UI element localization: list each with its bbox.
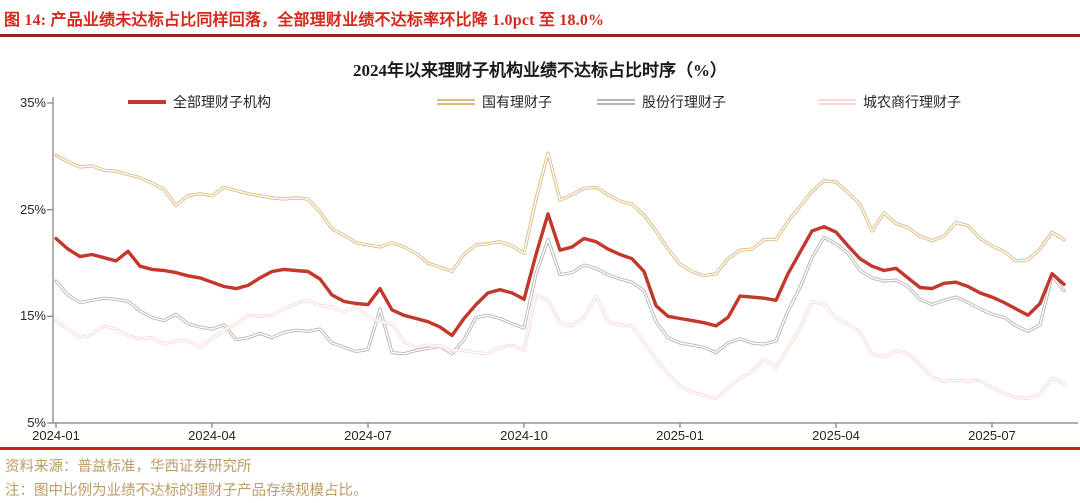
- legend-label: 国有理财子: [482, 96, 552, 111]
- x-tick-label: 2024-01: [32, 428, 80, 443]
- legend-item-joint-stock: 股份行理财子: [597, 92, 726, 112]
- y-tick-label: 15%: [19, 308, 46, 324]
- series-line-1: [54, 151, 1066, 278]
- source-line: 资料来源：普益标准，华西证券研究所: [5, 459, 252, 475]
- legend-item-state-owned: 国有理财子: [437, 92, 552, 112]
- y-tick-label: 25%: [19, 201, 46, 217]
- series-line-core-2: [55, 236, 1065, 355]
- x-tick-label: 2024-07: [344, 428, 392, 443]
- bottom-divider-rule: [0, 447, 1080, 450]
- series-line-0: [54, 212, 1066, 338]
- x-tick-label: 2025-04: [812, 428, 860, 443]
- y-tick-label: 35%: [19, 95, 46, 110]
- x-tick-label: 2025-01: [656, 428, 704, 443]
- legend-label: 股份行理财子: [642, 96, 726, 111]
- legend-item-city-rural: 城农商行理财子: [818, 92, 961, 112]
- legend-line-sample-icon: [128, 99, 166, 105]
- x-tick-label: 2024-04: [188, 428, 236, 443]
- series-line-2: [54, 235, 1066, 356]
- legend-item-all-wmc: 全部理财子机构: [128, 92, 271, 112]
- y-tick-label: 5%: [27, 415, 46, 430]
- legend-label: 全部理财子机构: [173, 96, 271, 111]
- series-line-core-1: [55, 152, 1065, 277]
- legend-line-sample-icon: [818, 99, 856, 105]
- figure-caption: 图 14: 产品业绩未达标占比同样回落，全部理财业绩不达标率环比降 1.0pct…: [4, 12, 605, 29]
- chart-legend: 全部理财子机构 国有理财子 股份行理财子 城农商行理财子: [0, 92, 1080, 112]
- series-line-core-3: [55, 294, 1065, 400]
- legend-line-sample-icon: [597, 99, 635, 105]
- caption-divider-rule: [0, 34, 1080, 37]
- legend-line-sample-icon: [437, 99, 475, 105]
- legend-label: 城农商行理财子: [863, 96, 961, 111]
- x-tick-label: 2025-07: [968, 428, 1016, 443]
- chart-title: 2024年以来理财子机构业绩不达标占比时序（%）: [353, 61, 727, 80]
- x-tick-label: 2024-10: [500, 428, 548, 443]
- note-line: 注：图中比例为业绩不达标的理财子产品存续规模占比。: [5, 483, 368, 499]
- series-line-3: [54, 293, 1066, 401]
